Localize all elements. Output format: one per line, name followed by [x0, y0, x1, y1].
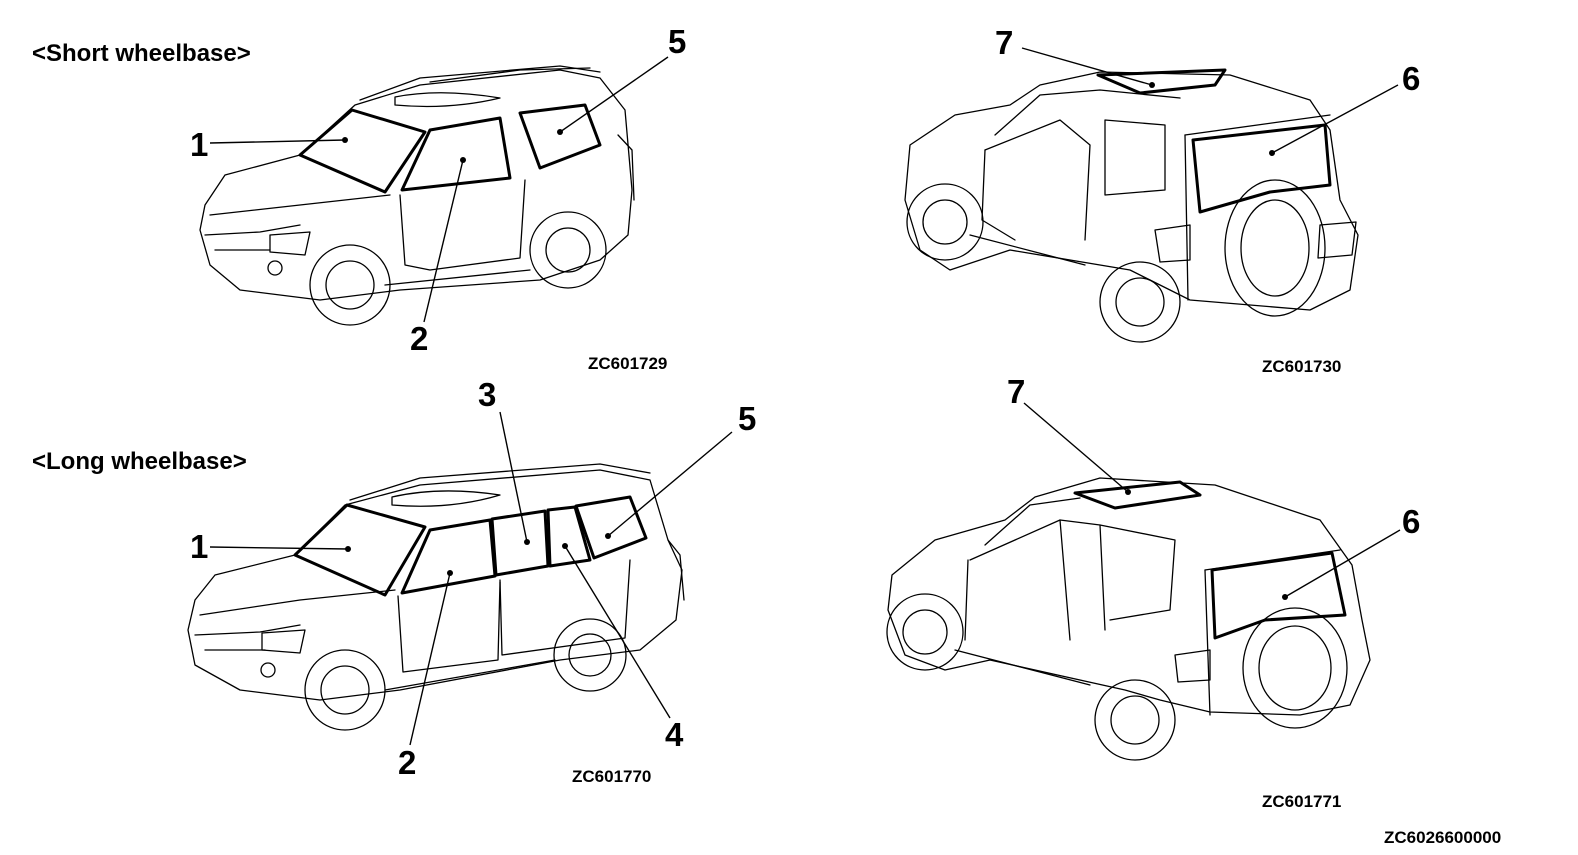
callout-7-sunroof-long: 7 [1007, 373, 1026, 410]
long-wheelbase-heading: <Long wheelbase> [32, 448, 247, 475]
callout-1-windshield-long: 1 [190, 528, 209, 565]
code-short-rear: ZC601730 [1262, 357, 1342, 376]
callout-7-sunroof-short: 7 [995, 24, 1014, 61]
callout-1-windshield-short: 1 [190, 126, 209, 163]
callout-2-front-door-long: 2 [398, 744, 417, 781]
callout-2-front-door-short: 2 [410, 320, 429, 357]
code-long-rear: ZC601771 [1262, 792, 1342, 811]
code-short-front: ZC601729 [588, 354, 668, 373]
short-wheelbase-heading: <Short wheelbase> [32, 40, 251, 67]
callout-5-quarter-long: 5 [738, 400, 757, 437]
callout-4-rear-door-small-long: 4 [665, 716, 684, 753]
callout-6-back-door-long: 6 [1402, 503, 1421, 540]
code-long-front: ZC601770 [572, 767, 652, 786]
callout-3-rear-door-long: 3 [478, 376, 497, 413]
short-rear-vehicle [904, 68, 1359, 343]
short-front-vehicle [199, 65, 635, 326]
long-front-vehicle [187, 463, 685, 731]
callout-6-back-door-short: 6 [1402, 60, 1421, 97]
leader-lines [209, 47, 1401, 746]
callout-5-quarter-short: 5 [668, 23, 687, 60]
long-rear-vehicle [886, 477, 1371, 761]
code-sheet: ZC6026600000 [1384, 828, 1502, 847]
